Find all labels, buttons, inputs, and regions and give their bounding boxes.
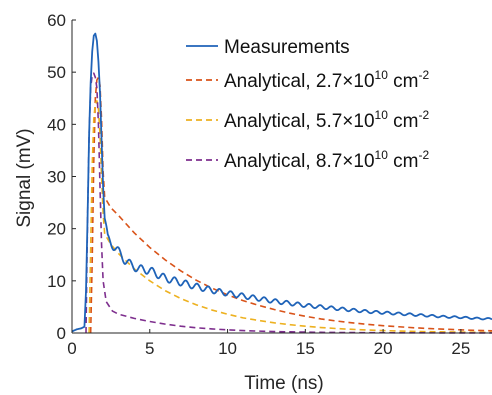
legend: Measurements Analytical, 2.7×1010 cm-2 Ana… [186, 37, 429, 172]
series-line-2 [88, 100, 492, 334]
series-layer [72, 32, 492, 334]
ticks-layer: 0 5 10 15 20 25 0 10 20 30 40 50 60 [47, 11, 470, 358]
x-axis-label: Time (ns) [244, 373, 324, 394]
x-tick-label: 0 [67, 339, 76, 358]
x-tick-label: 15 [296, 339, 315, 358]
x-tick-label: 25 [451, 339, 470, 358]
x-tick-label: 20 [374, 339, 393, 358]
legend-label-2: Analytical, 5.7×1010 cm-2 [224, 108, 429, 132]
series-line-3 [85, 72, 492, 334]
x-tick-label: 5 [145, 339, 154, 358]
y-tick-label: 30 [47, 168, 66, 187]
y-tick-label: 50 [47, 63, 66, 82]
y-tick-label: 40 [47, 115, 66, 134]
legend-label-0: Measurements [224, 37, 350, 58]
legend-label-3: Analytical, 8.7×1010 cm-2 [224, 148, 429, 172]
series-line-0 [72, 32, 492, 333]
y-tick-label: 0 [57, 324, 66, 343]
y-tick-label: 10 [47, 272, 66, 291]
x-tick-label: 10 [218, 339, 237, 358]
y-axis-label: Signal (mV) [14, 128, 35, 227]
plot-background [72, 20, 492, 333]
legend-label-1: Analytical, 2.7×1010 cm-2 [224, 68, 429, 92]
y-tick-label: 20 [47, 220, 66, 239]
y-tick-label: 60 [47, 11, 66, 30]
